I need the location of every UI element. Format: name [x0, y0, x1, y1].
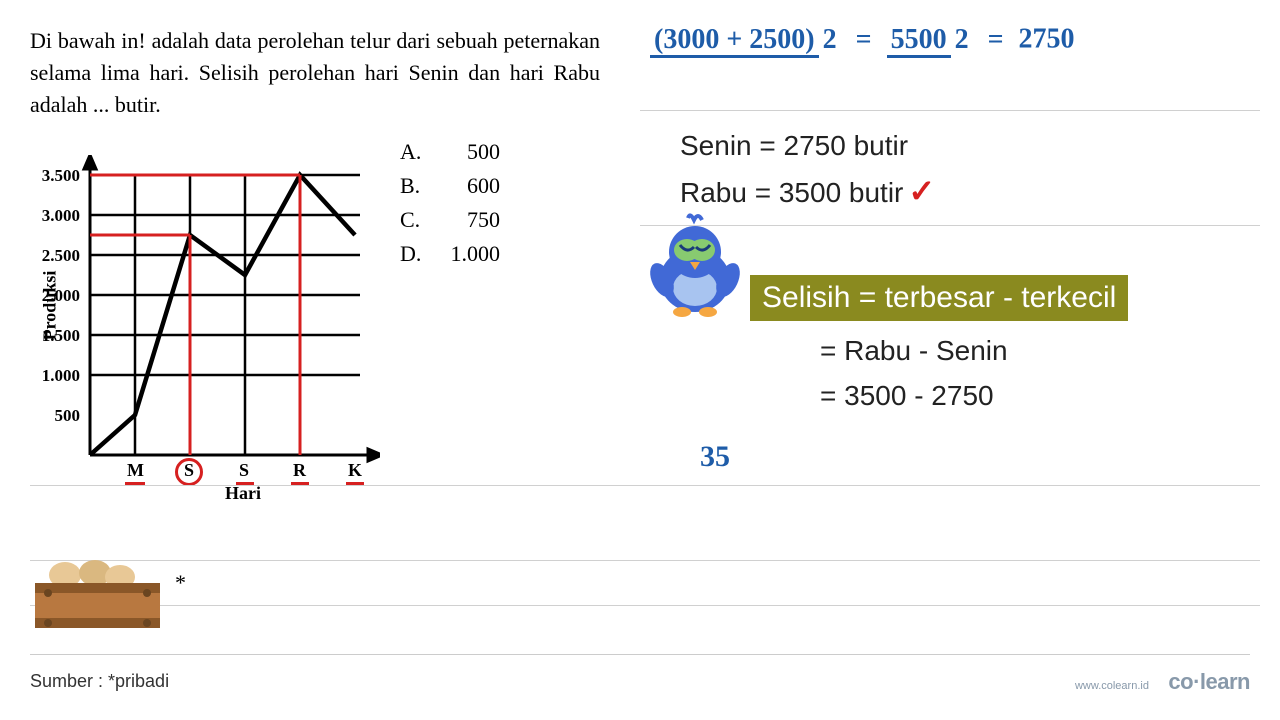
footer-url: www.colearn.id [1075, 680, 1149, 692]
footer-branding: www.colearn.id co·learn [1075, 669, 1250, 695]
option-d-value: 1.000 [440, 237, 500, 271]
calculation: (3000 + 2500)2 = 55002 = 2750 [650, 22, 1075, 56]
chart-svg [30, 155, 380, 485]
eq1: = [856, 24, 872, 55]
eggs-basket-icon [20, 555, 170, 635]
x-axis-label: Hari [225, 483, 261, 504]
colearn-logo: co·learn [1168, 669, 1250, 694]
source-text: Sumber : *pribadi [30, 671, 169, 692]
x-tick-r: R [293, 460, 306, 481]
x-tick-k: K [348, 460, 362, 481]
eq2: = [988, 24, 1004, 55]
rabu-line: Rabu = 3500 butir✓ [680, 172, 935, 210]
y-tick-2000: 2.000 [35, 286, 80, 306]
solution-line-2: = 3500 - 2750 [820, 380, 994, 412]
option-b-letter: B. [400, 169, 440, 203]
answer-options: A.500 B.600 C.750 D.1.000 [400, 135, 500, 271]
y-tick-1500: 1.500 [35, 326, 80, 346]
y-tick-3500: 3.500 [35, 166, 80, 186]
frac1-num: (3000 + 2500) [650, 24, 819, 58]
option-b-value: 600 [440, 169, 500, 203]
formula-box: Selisih = terbesar - terkecil [750, 275, 1128, 321]
option-d-letter: D. [400, 237, 440, 271]
circle-s [175, 458, 203, 486]
asterisk: * [175, 570, 186, 596]
frac2-num: 5500 [887, 24, 951, 58]
ruled-line [30, 605, 1260, 606]
option-a-value: 500 [440, 135, 500, 169]
partial-answer: 35 [700, 440, 730, 474]
option-a-letter: A. [400, 135, 440, 169]
ruled-line [640, 110, 1260, 111]
option-c-letter: C. [400, 203, 440, 237]
solution-line-1: = Rabu - Senin [820, 335, 1008, 367]
mascot-bird-icon [640, 210, 750, 320]
ruled-line [30, 485, 1260, 486]
y-tick-3000: 3.000 [35, 206, 80, 226]
x-tick-m: M [127, 460, 144, 481]
check-icon: ✓ [908, 172, 935, 210]
question-text: Di bawah in! adalah data perolehan telur… [30, 25, 600, 121]
option-c-value: 750 [440, 203, 500, 237]
y-tick-1000: 1.000 [35, 366, 80, 386]
senin-line: Senin = 2750 butir [680, 130, 908, 162]
calc-result: 2750 [1019, 24, 1075, 55]
divider [30, 654, 1250, 655]
production-chart: Produksi [30, 155, 380, 490]
x-tick-s2: S [239, 460, 249, 481]
frac2-den: 2 [951, 24, 973, 55]
y-tick-500: 500 [35, 406, 80, 426]
frac1-den: 2 [819, 24, 841, 55]
rabu-text: Rabu = 3500 butir [680, 177, 903, 208]
ruled-line [30, 560, 1260, 561]
y-tick-2500: 2.500 [35, 246, 80, 266]
